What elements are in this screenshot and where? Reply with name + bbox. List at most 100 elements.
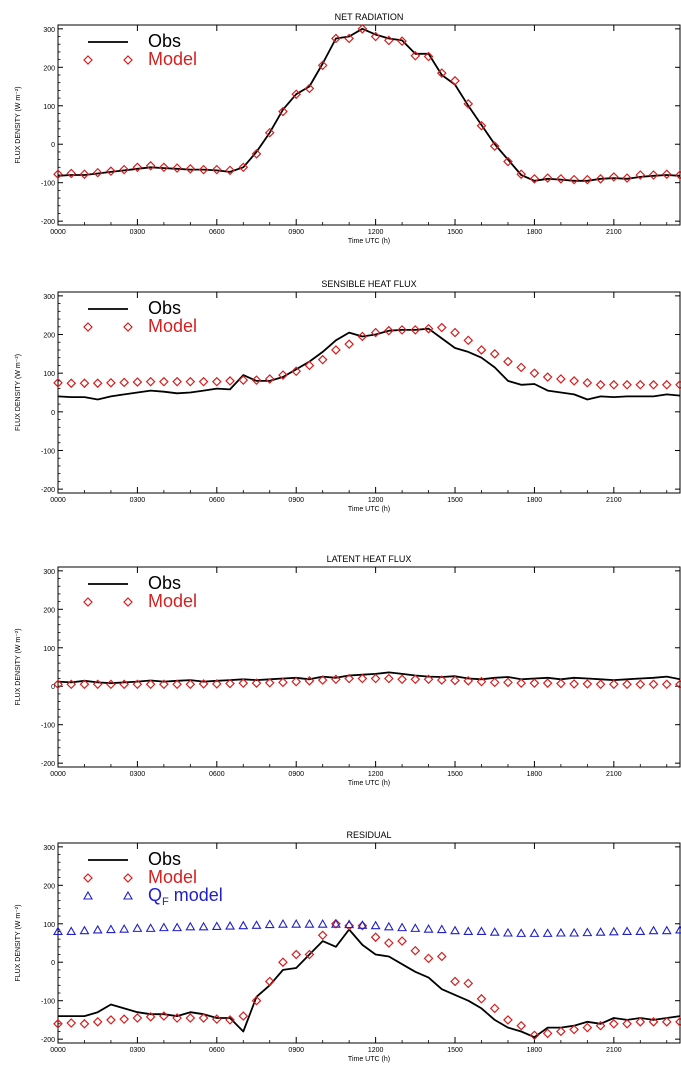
legend-label-obs: Obs bbox=[148, 573, 181, 593]
model-marker bbox=[410, 674, 421, 685]
qf-model-marker bbox=[608, 926, 619, 936]
model-marker bbox=[516, 1020, 527, 1031]
model-marker bbox=[436, 951, 447, 962]
model-marker bbox=[291, 676, 302, 687]
model-marker bbox=[159, 162, 169, 173]
model-marker bbox=[132, 377, 143, 387]
qf-model-marker bbox=[423, 924, 434, 933]
legend-label-obs: Obs bbox=[148, 849, 181, 869]
legend-label-model: Model bbox=[148, 867, 197, 887]
qf-model-marker bbox=[582, 927, 593, 937]
y-tick-label: 0 bbox=[51, 142, 55, 149]
chart-title: NET RADIATION bbox=[335, 12, 404, 22]
model-marker bbox=[264, 127, 275, 138]
model-marker bbox=[119, 377, 130, 388]
y-axis-label: FLUX DENSITY (W m⁻²) bbox=[15, 86, 22, 163]
qf-model-marker bbox=[119, 924, 130, 933]
x-tick-label: 0300 bbox=[130, 1047, 146, 1054]
x-tick-label: 0000 bbox=[50, 1047, 66, 1054]
x-tick-label: 0600 bbox=[209, 497, 225, 504]
qf-model-marker bbox=[397, 922, 408, 932]
model-marker bbox=[542, 173, 553, 183]
model-marker bbox=[278, 370, 288, 380]
model-marker bbox=[569, 679, 579, 689]
model-marker bbox=[344, 339, 354, 350]
chart-panel: RESIDUAL -200 -100 0 100 200 300 0000 0300 0600 09… bbox=[15, 830, 681, 1063]
model-marker bbox=[503, 1015, 513, 1025]
model-marker bbox=[344, 33, 354, 44]
model-marker bbox=[556, 1026, 566, 1037]
model-marker bbox=[516, 678, 527, 689]
model-marker bbox=[92, 679, 103, 690]
qf-model-marker bbox=[489, 927, 500, 936]
qf-model-marker bbox=[291, 919, 302, 928]
model-marker bbox=[159, 376, 169, 387]
x-tick-label: 0600 bbox=[209, 229, 225, 236]
model-marker bbox=[423, 953, 434, 964]
model-marker bbox=[238, 375, 249, 385]
x-tick-label: 2100 bbox=[606, 771, 622, 778]
qf-model-marker bbox=[132, 923, 143, 932]
legend-diamond-symbol bbox=[83, 55, 93, 65]
model-marker bbox=[450, 75, 460, 86]
model-marker bbox=[397, 325, 407, 335]
model-marker bbox=[569, 1024, 579, 1035]
model-marker bbox=[251, 148, 262, 159]
model-marker bbox=[106, 377, 116, 388]
model-marker bbox=[622, 379, 632, 390]
y-tick-label: -200 bbox=[41, 1037, 55, 1044]
x-tick-label: 0900 bbox=[288, 771, 304, 778]
chart-panel: LATENT HEAT FLUX -200 -100 0 100 200 300 0000 03… bbox=[15, 554, 681, 787]
model-marker bbox=[66, 378, 77, 389]
model-marker bbox=[79, 679, 90, 690]
qf-model-marker bbox=[503, 927, 513, 937]
model-marker bbox=[635, 170, 646, 180]
model-marker bbox=[436, 322, 447, 333]
model-marker bbox=[317, 675, 328, 685]
model-marker bbox=[582, 679, 593, 689]
model-marker bbox=[503, 156, 513, 167]
model-marker bbox=[384, 35, 394, 46]
qf-model-marker bbox=[264, 919, 275, 929]
model-marker bbox=[145, 160, 156, 171]
model-marker bbox=[172, 1013, 182, 1023]
y-tick-label: -200 bbox=[41, 761, 55, 768]
model-marker bbox=[556, 678, 566, 689]
x-tick-label: 0000 bbox=[50, 229, 66, 236]
model-marker bbox=[582, 174, 593, 185]
qf-model-marker bbox=[105, 924, 116, 934]
legend-triangle-symbol bbox=[123, 890, 133, 900]
model-marker bbox=[291, 89, 302, 100]
model-marker bbox=[357, 920, 368, 931]
y-tick-label: -200 bbox=[41, 219, 55, 226]
legend-diamond-symbol bbox=[83, 597, 93, 607]
model-marker bbox=[370, 932, 381, 943]
model-marker bbox=[185, 163, 196, 174]
y-tick-label: 0 bbox=[51, 684, 55, 691]
chart-panel: SENSIBLE HEAT FLUX -200 -100 0 100 200 300 0000… bbox=[15, 279, 681, 513]
model-marker bbox=[251, 678, 262, 689]
model-marker bbox=[450, 327, 460, 338]
y-tick-label: 300 bbox=[43, 845, 55, 852]
model-marker bbox=[423, 51, 434, 62]
qf-model-marker bbox=[383, 921, 394, 931]
model-marker bbox=[317, 60, 328, 71]
model-marker bbox=[264, 374, 275, 384]
model-marker bbox=[238, 162, 249, 173]
model-marker bbox=[635, 679, 646, 690]
qf-model-marker bbox=[476, 926, 487, 936]
model-marker bbox=[304, 949, 315, 960]
model-marker bbox=[410, 945, 421, 956]
x-tick-label: 1500 bbox=[447, 771, 463, 778]
model-marker bbox=[79, 1018, 90, 1029]
model-marker bbox=[516, 169, 527, 180]
model-marker bbox=[569, 376, 579, 386]
model-marker bbox=[185, 1013, 196, 1023]
y-tick-label: -100 bbox=[41, 181, 55, 188]
model-marker bbox=[66, 679, 77, 690]
model-marker bbox=[66, 1018, 77, 1028]
x-axis-label: Time UTC (h) bbox=[348, 506, 390, 513]
legend-triangle-symbol bbox=[83, 890, 93, 900]
model-marker bbox=[211, 164, 222, 175]
